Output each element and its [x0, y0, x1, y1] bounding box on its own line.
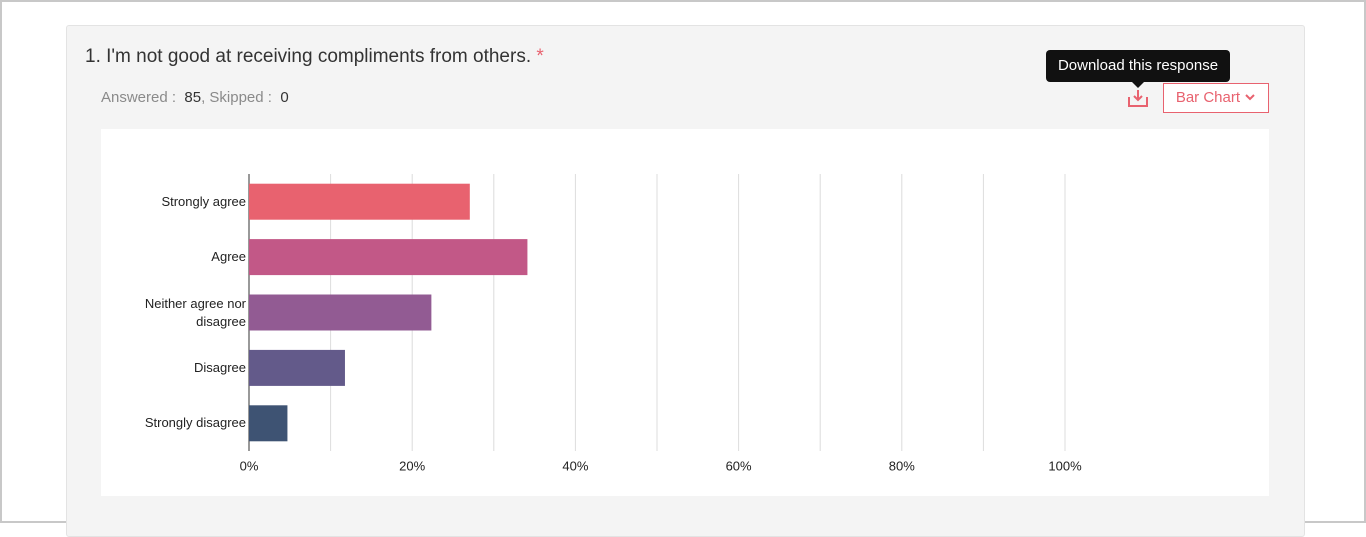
chevron-icon	[1245, 94, 1255, 101]
question-title: 1. I'm not good at receiving compliments…	[85, 46, 544, 68]
category-label: Strongly disagree	[144, 415, 246, 431]
answered-count: 85	[184, 89, 202, 106]
chart-type-button[interactable]: Bar Chart	[1163, 83, 1269, 113]
category-label: Neither agree nor disagree	[144, 295, 246, 329]
bar	[249, 294, 432, 331]
bar	[249, 239, 528, 276]
category-label: Disagree	[193, 359, 246, 375]
x-tick-label: 80%	[889, 458, 915, 473]
bar	[249, 405, 288, 442]
x-tick-label: 100%	[1048, 458, 1082, 473]
x-tick-label: 0%	[240, 458, 259, 473]
answered-label: Answered :	[101, 89, 177, 106]
chart: 0% 20% 40% 60% 80% 100%	[240, 174, 1082, 473]
tooltip: Download this response	[1046, 50, 1230, 88]
bar	[249, 183, 470, 220]
chart-type-label: Bar Chart	[1175, 89, 1241, 106]
x-tick-label: 60%	[726, 458, 752, 473]
category-label: Agree	[211, 249, 246, 265]
skipped-label: , Skipped :	[201, 89, 272, 106]
category-label: Strongly agree	[161, 193, 246, 209]
question-text: 1. I'm not good at receiving compliments…	[85, 46, 532, 67]
stats: Answered : 85, Skipped : 0	[101, 89, 289, 106]
required-mark: *	[536, 46, 544, 67]
bar	[249, 349, 345, 386]
x-tick-label: 20%	[399, 458, 425, 473]
skipped-count: 0	[280, 89, 289, 106]
x-tick-label: 40%	[562, 458, 588, 473]
download-icon[interactable]	[1127, 87, 1149, 109]
